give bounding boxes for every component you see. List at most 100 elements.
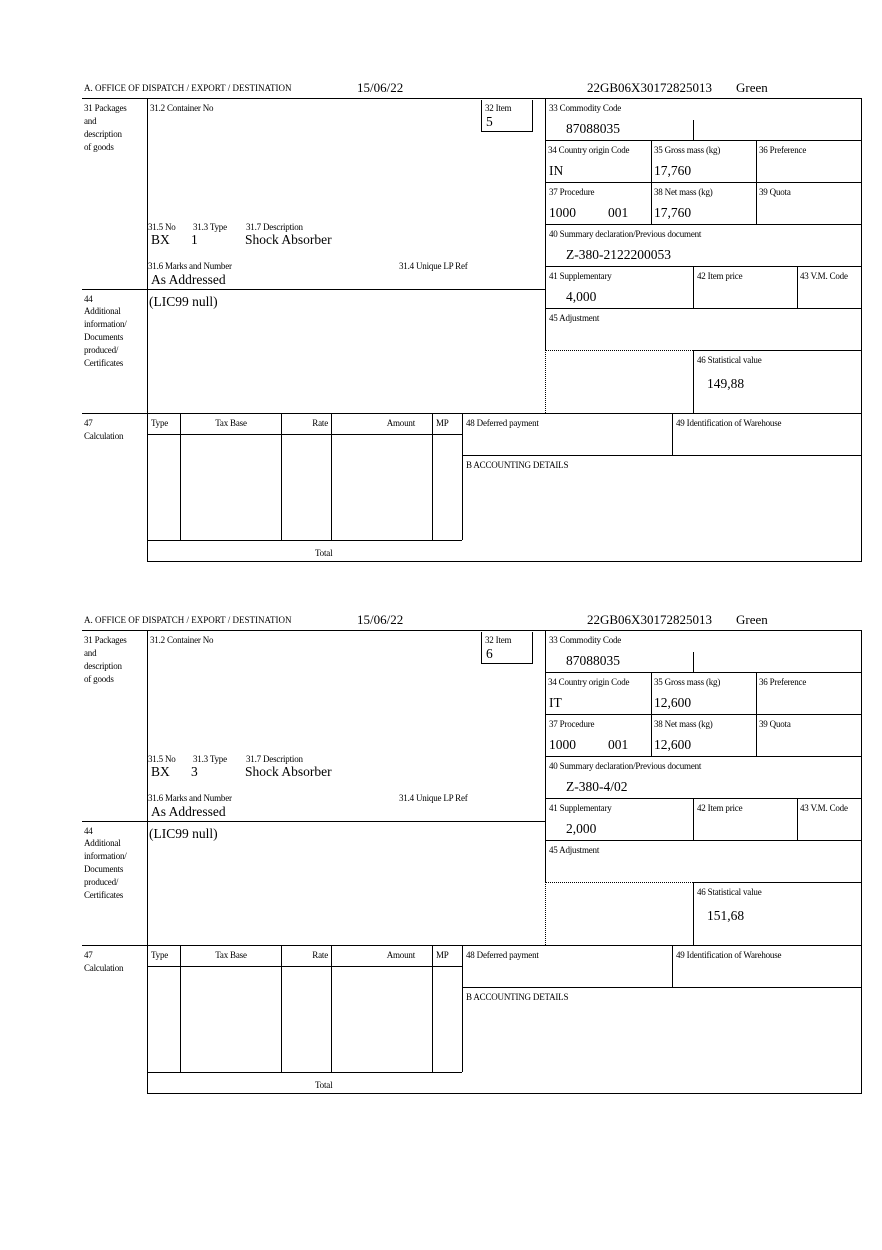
box47-label-line: 47	[84, 950, 93, 960]
additional-info-value: (LIC99 null)	[149, 294, 218, 309]
box47-label-line: 47	[84, 418, 93, 428]
divider	[545, 224, 862, 225]
net-mass-label: 38 Net mass (kg)	[654, 187, 713, 197]
adjustment-label: 45 Adjustment	[549, 845, 600, 855]
preference-label: 36 Preference	[759, 677, 807, 687]
declaration-reference: 22GB06X30172825013	[587, 80, 712, 95]
box31-label-line: of goods	[84, 142, 114, 152]
divider	[82, 945, 862, 946]
divider	[481, 100, 482, 131]
divider	[82, 413, 862, 414]
package-kind: BX	[151, 232, 170, 247]
declaration-item-form: A. OFFICE OF DISPATCH / EXPORT / DESTINA…	[0, 0, 882, 562]
quota-label: 39 Quota	[759, 187, 791, 197]
net-mass-value: 12,600	[654, 737, 692, 752]
divider	[545, 140, 862, 141]
divider	[180, 945, 181, 1072]
divider	[545, 798, 862, 799]
box31-label-line: of goods	[84, 674, 114, 684]
divider	[651, 140, 652, 224]
divider	[545, 266, 862, 267]
divider	[481, 632, 482, 663]
divider	[545, 308, 862, 309]
divider	[693, 882, 694, 945]
box44-label-line: Documents	[84, 332, 124, 342]
declaration-item-form: A. OFFICE OF DISPATCH / EXPORT / DESTINA…	[0, 532, 882, 1094]
divider	[545, 182, 862, 183]
divider	[147, 434, 462, 435]
divider	[462, 945, 463, 1072]
box47-label-line: Calculation	[84, 431, 124, 441]
divider	[462, 455, 862, 456]
quota-label: 39 Quota	[759, 719, 791, 729]
item-price-label: 42 Item price	[697, 271, 743, 281]
box31-label-line: description	[84, 661, 122, 671]
calc-total-label: Total	[315, 548, 333, 558]
procedure-extra-value: 001	[608, 205, 629, 220]
commodity-code-value: 87088035	[566, 121, 620, 136]
deferred-payment-label: 48 Deferred payment	[466, 418, 539, 428]
box44-label-line: Certificates	[84, 890, 124, 900]
container-no-label: 31.2 Container No	[150, 103, 214, 113]
divider	[147, 98, 148, 561]
calc-header-mp: MP	[436, 418, 449, 428]
country-origin-label: 34 Country origin Code	[548, 145, 630, 155]
package-type-label: 31.3 Type	[193, 754, 227, 764]
marks-value: As Addressed	[151, 804, 226, 819]
box47-label-line: Calculation	[84, 963, 124, 973]
divider	[147, 561, 862, 562]
divider	[693, 350, 862, 351]
package-no-label: 31.5 No	[148, 222, 176, 232]
calc-header-mp: MP	[436, 950, 449, 960]
box44-label-line: 44	[84, 826, 93, 836]
divider	[331, 413, 332, 540]
divider	[545, 714, 862, 715]
divider	[797, 266, 798, 308]
divider	[693, 652, 694, 672]
commodity-code-value: 87088035	[566, 653, 620, 668]
item-number: 5	[486, 114, 493, 129]
divider	[693, 882, 862, 883]
divider	[861, 98, 862, 561]
package-count: 3	[191, 764, 198, 779]
divider	[331, 945, 332, 1072]
divider	[545, 350, 546, 413]
summary-declaration-value: Z-380-2122200053	[566, 247, 671, 262]
box44-label-line: 44	[84, 294, 93, 304]
divider	[82, 630, 862, 631]
box44-label-line: information/	[84, 319, 127, 329]
statistical-value: 151,68	[707, 908, 745, 923]
additional-info-value: (LIC99 null)	[149, 826, 218, 841]
divider	[481, 131, 533, 132]
deferred-payment-label: 48 Deferred payment	[466, 950, 539, 960]
divider	[672, 413, 673, 455]
gross-mass-value: 12,600	[654, 695, 692, 710]
procedure-label: 37 Procedure	[549, 719, 595, 729]
adjustment-label: 45 Adjustment	[549, 313, 600, 323]
divider	[147, 1093, 862, 1094]
calc-header-amount: Amount	[386, 950, 416, 960]
calc-header-type: Type	[151, 950, 169, 960]
description-label: 31.7 Description	[246, 754, 303, 764]
commodity-code-label: 33 Commodity Code	[549, 103, 622, 113]
divider	[180, 413, 181, 540]
route-status: Green	[736, 612, 768, 627]
calc-header-rate: Rate	[312, 418, 328, 428]
divider	[532, 632, 533, 663]
divider	[532, 100, 533, 131]
box31-label-line: description	[84, 129, 122, 139]
box31-label-line: 31 Packages	[84, 635, 127, 645]
box31-label-line: 31 Packages	[84, 103, 127, 113]
box44-label-line: Certificates	[84, 358, 124, 368]
warehouse-label: 49 Identification of Warehouse	[676, 950, 782, 960]
vm-code-label: 43 V.M. Code	[800, 803, 848, 813]
item-label: 32 Item	[485, 103, 512, 113]
calc-header-tax-base: Tax Base	[215, 418, 247, 428]
description-label: 31.7 Description	[246, 222, 303, 232]
divider	[147, 630, 148, 1093]
statistical-value-label: 46 Statistical value	[697, 355, 762, 365]
package-no-label: 31.5 No	[148, 754, 176, 764]
divider	[545, 882, 693, 883]
divider	[82, 98, 862, 99]
